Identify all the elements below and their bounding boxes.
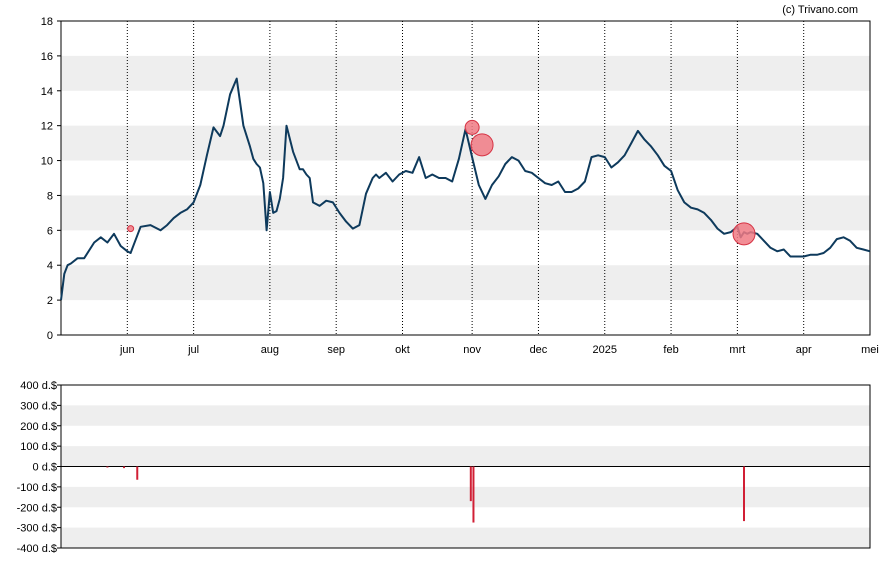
trade-marker (464, 119, 480, 135)
trade-volume-chart: 400 d.$ 300 d.$ 200 d.$ 100 d.$ 0 d.$ -100 d.… (17, 380, 871, 555)
grid-band (61, 527, 870, 548)
x-tick-label: mrt (729, 344, 745, 356)
plot-frame (60, 20, 871, 336)
y-tick-label: -300 d.$ (17, 523, 57, 535)
x-tick-label: apr (796, 344, 812, 356)
y-tick-label: -200 d.$ (17, 502, 57, 514)
x-tick-label: 2025 (593, 344, 617, 356)
y-tick-label: 12 (41, 121, 53, 133)
y-tick-label: 400 d.$ (20, 380, 57, 392)
trade-marker (470, 133, 494, 157)
x-tick-label: feb (663, 344, 678, 356)
y-tick-label: 2 (47, 295, 53, 307)
grid-band (61, 405, 870, 426)
y-tick-label: 18 (41, 16, 53, 28)
y-tick-label: 300 d.$ (20, 400, 57, 412)
trade-marker (127, 225, 135, 233)
x-tick-label: okt (395, 344, 410, 356)
y-tick-label: 100 d.$ (20, 441, 57, 453)
y-tick-label: -400 d.$ (17, 543, 57, 555)
y-tick-label: -100 d.$ (17, 482, 57, 494)
x-tick-label: jun (119, 344, 135, 356)
grid-band (61, 195, 870, 231)
y-tick-label: 4 (47, 260, 53, 272)
y-tick-label: 6 (47, 225, 53, 237)
x-tick-label: aug (261, 344, 279, 356)
price-chart: jun jul aug sep okt nov dec 2025 feb mrt apr mei 0 2 4… (41, 16, 879, 356)
grid-band (61, 486, 870, 508)
y-tick-label: 10 (41, 156, 53, 168)
y-tick-label: 200 d.$ (20, 421, 57, 433)
y-tick-label: 0 (47, 330, 53, 342)
grid-band (61, 55, 870, 91)
grid-band (61, 265, 870, 301)
y-tick-label: 8 (47, 190, 53, 202)
y-tick-label: 14 (41, 86, 53, 98)
y-tick-label: 16 (41, 51, 53, 63)
trade-marker (732, 222, 756, 246)
x-tick-label: mei (861, 344, 879, 356)
x-tick-label: jul (187, 344, 199, 356)
grid-band (61, 446, 870, 467)
x-tick-label: nov (463, 344, 481, 356)
x-tick-label: sep (327, 344, 345, 356)
credit-text: (c) Trivano.com (782, 4, 858, 16)
x-tick-label: dec (530, 344, 548, 356)
y-tick-label: 0 d.$ (33, 462, 57, 474)
